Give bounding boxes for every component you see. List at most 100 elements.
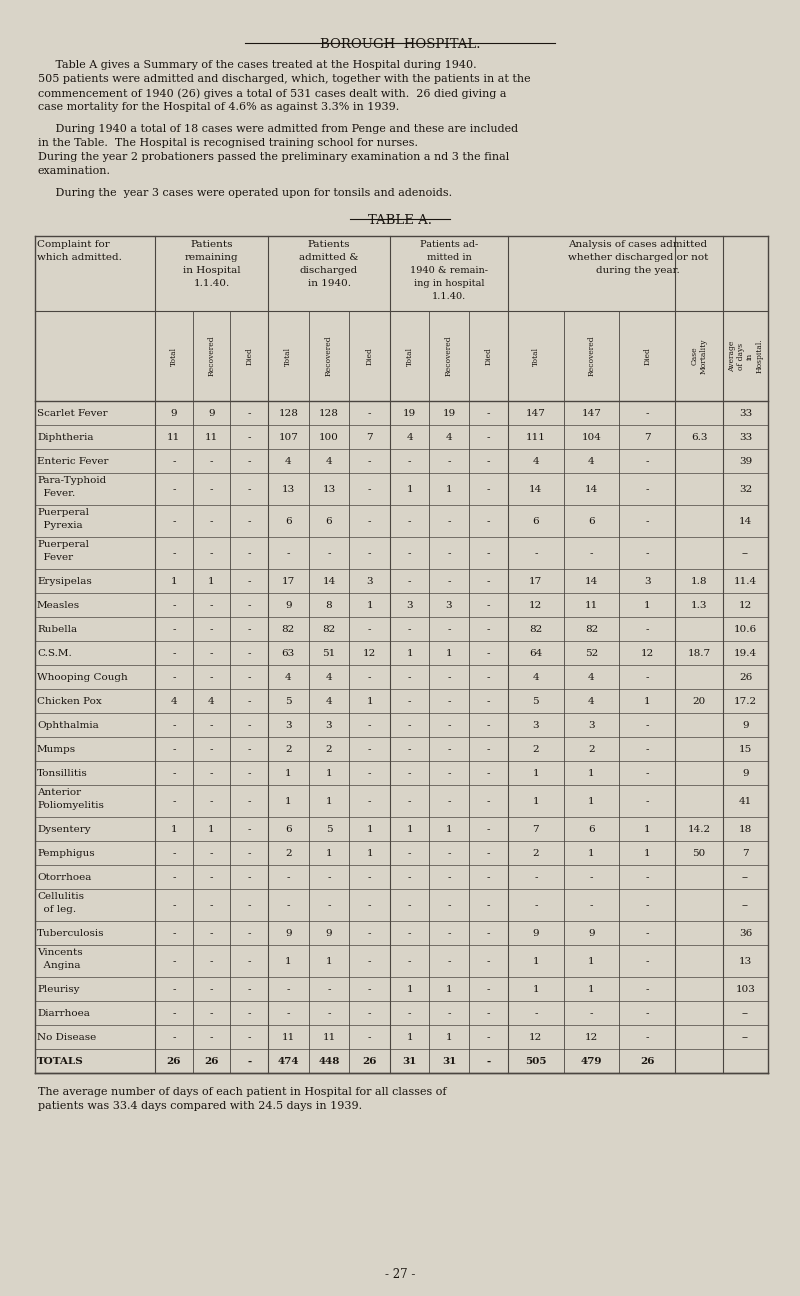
Text: 128: 128 [319,410,339,419]
Text: -: - [247,577,251,586]
Text: 147: 147 [526,410,546,419]
Text: 11: 11 [282,1033,295,1042]
Text: -: - [247,457,251,467]
Text: -: - [534,874,538,883]
Text: -: - [247,985,251,994]
Text: 3: 3 [326,721,332,730]
Text: 1.1.40.: 1.1.40. [432,292,466,301]
Text: -: - [247,433,251,442]
Text: 1: 1 [446,985,452,994]
Text: 9: 9 [285,601,292,610]
Text: -: - [447,849,450,858]
Text: -: - [247,929,251,938]
Text: 448: 448 [318,1058,340,1067]
Text: -: - [210,625,214,634]
Text: 474: 474 [278,1058,299,1067]
Text: Scarlet Fever: Scarlet Fever [37,410,108,419]
Text: -: - [247,601,251,610]
Text: 1: 1 [644,849,650,858]
Text: -: - [210,874,214,883]
Text: -: - [286,1010,290,1017]
Text: 5: 5 [326,826,332,835]
Text: -: - [210,485,214,494]
Text: -: - [590,1010,594,1017]
Text: -: - [646,1010,649,1017]
Text: -: - [486,697,490,706]
Text: 51: 51 [322,649,336,658]
Text: -: - [368,410,371,419]
Text: -: - [327,550,330,559]
Text: 9: 9 [326,929,332,938]
Text: ing in hospital: ing in hospital [414,279,484,288]
Text: -: - [172,721,175,730]
Text: in 1940.: in 1940. [307,279,350,288]
Text: 3: 3 [446,601,452,610]
Text: 9: 9 [588,929,595,938]
Text: 1: 1 [208,577,215,586]
Text: 20: 20 [692,697,706,706]
Text: -: - [368,956,371,966]
Text: TABLE A.: TABLE A. [368,214,432,227]
Text: 82: 82 [585,625,598,634]
Text: 12: 12 [363,649,376,658]
Text: -: - [247,1033,251,1042]
Text: -: - [172,1033,175,1042]
Text: -: - [486,601,490,610]
Text: 1.1.40.: 1.1.40. [194,279,230,288]
Text: -: - [646,410,649,419]
Text: -: - [327,1010,330,1017]
Text: Died: Died [245,347,253,365]
Text: -: - [172,985,175,994]
Text: 4: 4 [406,433,413,442]
Text: 14: 14 [322,577,336,586]
Text: 1: 1 [326,849,332,858]
Text: 1: 1 [406,1033,413,1042]
Text: Total: Total [532,346,540,365]
Text: The average number of days of each patient in Hospital for all classes of: The average number of days of each patie… [38,1087,446,1096]
Text: Total: Total [406,346,414,365]
Text: 4: 4 [588,697,595,706]
Text: 8: 8 [326,601,332,610]
Text: -: - [247,550,251,559]
Text: 1: 1 [533,797,539,806]
Text: -: - [486,745,490,754]
Text: -: - [247,485,251,494]
Text: -: - [646,673,649,682]
Text: 13: 13 [282,485,295,494]
Text: -: - [447,673,450,682]
Text: --: -- [742,1010,749,1017]
Text: 1: 1 [588,797,595,806]
Text: Diarrhoea: Diarrhoea [37,1010,90,1017]
Text: -: - [408,697,411,706]
Text: Pyrexia: Pyrexia [37,521,82,530]
Text: -: - [447,929,450,938]
Text: 3: 3 [644,577,650,586]
Text: Dysentery: Dysentery [37,826,90,835]
Text: 12: 12 [585,1033,598,1042]
Text: -: - [408,849,411,858]
Text: mitted in: mitted in [426,253,471,262]
Text: 5: 5 [533,697,539,706]
Text: Erysipelas: Erysipelas [37,577,92,586]
Text: 6: 6 [588,826,595,835]
Text: 3: 3 [366,577,373,586]
Text: 1: 1 [366,849,373,858]
Text: 18.7: 18.7 [687,649,710,658]
Text: -: - [286,901,290,910]
Text: -: - [210,849,214,858]
Text: -: - [447,517,450,526]
Text: 18: 18 [739,826,752,835]
Text: -: - [286,550,290,559]
Text: 1: 1 [406,826,413,835]
Text: 7: 7 [742,849,749,858]
Text: 1: 1 [285,956,292,966]
Text: 2: 2 [588,745,595,754]
Text: -: - [447,577,450,586]
Text: -: - [486,1033,490,1042]
Text: 103: 103 [735,985,755,994]
Text: -: - [247,769,251,778]
Text: Whooping Cough: Whooping Cough [37,673,128,682]
Text: -: - [486,457,490,467]
Text: Pleurisy: Pleurisy [37,985,79,994]
Text: 11: 11 [205,433,218,442]
